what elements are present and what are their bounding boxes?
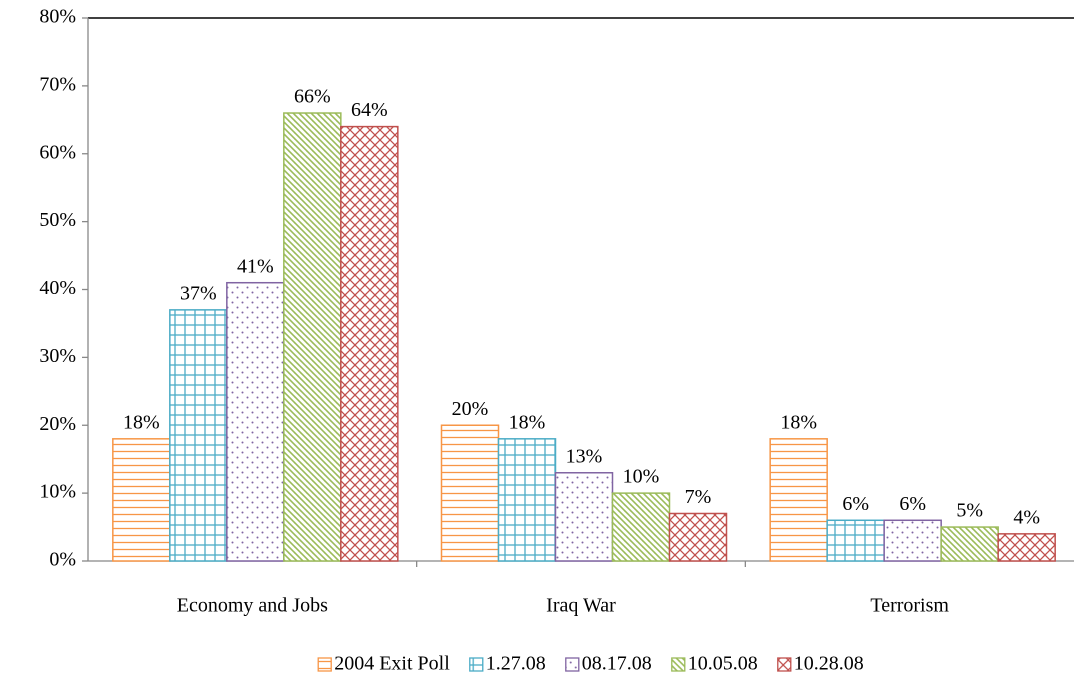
bar: [340, 125, 399, 562]
value-label: 13%: [566, 445, 603, 467]
legend-swatch: [469, 657, 484, 672]
value-label: 37%: [180, 282, 217, 304]
legend: 2004 Exit Poll 1.27.08 08.17.08 10.05.08 10.…: [317, 653, 864, 675]
value-label: 20%: [452, 398, 489, 420]
value-label: 10%: [623, 466, 660, 488]
y-tick-label: 40%: [39, 277, 76, 299]
value-label: 5%: [956, 500, 983, 522]
value-label: 18%: [509, 411, 546, 433]
y-tick-label: 70%: [39, 73, 76, 95]
bar: [940, 526, 999, 562]
value-label: 41%: [237, 255, 274, 277]
legend-swatch: [565, 657, 580, 672]
value-label: 64%: [351, 99, 388, 121]
legend-label: 10.05.08: [688, 653, 758, 675]
bar: [769, 438, 828, 562]
x-tick-label: Terrorism: [870, 595, 949, 617]
y-tick-label: 80%: [39, 6, 76, 28]
bar: [112, 438, 171, 562]
bar: [611, 492, 671, 562]
value-label: 4%: [1013, 506, 1040, 528]
x-tick-label: Iraq War: [546, 595, 616, 617]
value-label: 66%: [294, 86, 331, 108]
y-tick-label: 30%: [39, 345, 76, 367]
bar: [997, 533, 1056, 562]
value-label: 6%: [842, 493, 869, 515]
legend-label: 08.17.08: [582, 653, 652, 675]
legend-label: 10.28.08: [794, 653, 864, 675]
x-tick-label: Economy and Jobs: [177, 595, 328, 617]
y-tick-label: 50%: [39, 209, 76, 231]
legend-swatch: [671, 657, 686, 672]
value-label: 18%: [123, 411, 160, 433]
value-label: 7%: [685, 486, 712, 508]
y-tick-label: 20%: [39, 413, 76, 435]
bar: [226, 281, 285, 562]
bar: [440, 424, 500, 562]
legend-label: 2004 Exit Poll: [334, 653, 450, 675]
value-label: 6%: [899, 493, 926, 515]
bar: [883, 519, 942, 562]
y-tick-label: 0%: [49, 549, 76, 571]
bar: [169, 309, 228, 562]
bar: [826, 519, 885, 562]
legend-label: 1.27.08: [486, 653, 546, 675]
y-tick-label: 10%: [39, 481, 76, 503]
legend-swatch: [317, 657, 332, 672]
legend-swatch: [777, 657, 792, 672]
bar: [497, 438, 557, 562]
bar: [283, 112, 342, 562]
bar: [668, 512, 728, 562]
bar: [554, 472, 614, 562]
y-tick-label: 60%: [39, 141, 76, 163]
value-label: 18%: [780, 411, 817, 433]
